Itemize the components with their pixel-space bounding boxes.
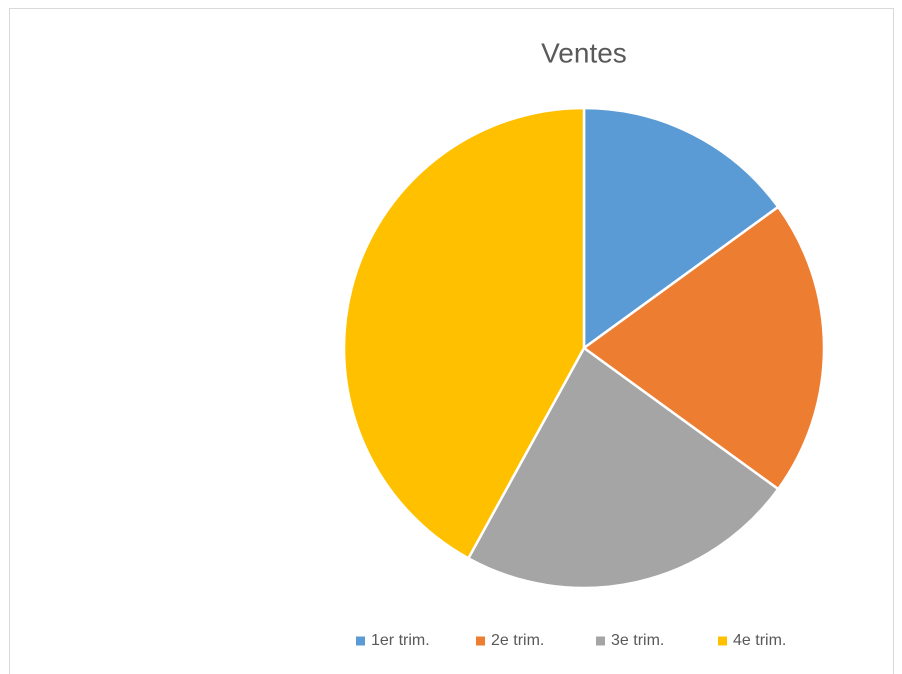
- legend-swatch: [476, 636, 485, 646]
- pie-slice: [582, 106, 780, 350]
- legend-label: 3e trim.: [611, 632, 664, 649]
- legend-label: 1er trim.: [371, 632, 430, 649]
- pie-slice: [342, 106, 586, 560]
- pie-slice: [582, 205, 826, 491]
- legend-swatch: [718, 636, 727, 646]
- legend-label: 4e trim.: [733, 632, 786, 649]
- pie-slice: [467, 346, 780, 590]
- legend-label: 2e trim.: [491, 632, 544, 649]
- chart-title: Ventes: [541, 37, 627, 68]
- legend-swatch: [356, 636, 365, 646]
- legend-swatch: [596, 636, 605, 646]
